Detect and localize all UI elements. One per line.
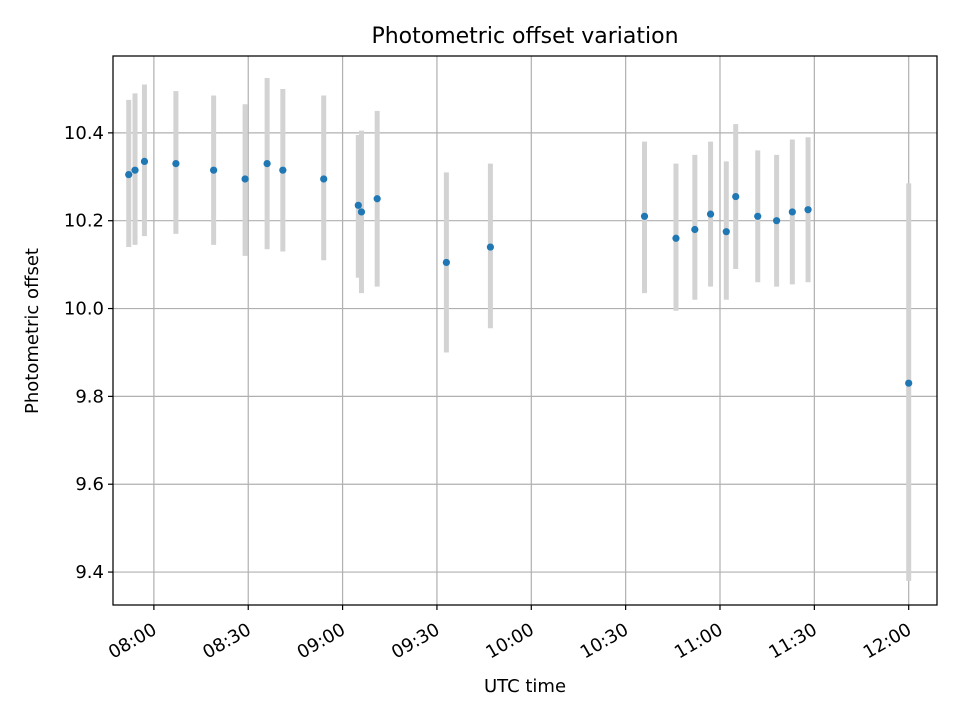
data-point-18: [722, 228, 730, 236]
y-tick-label-2: 9.8: [75, 386, 104, 407]
data-point-6: [263, 160, 271, 168]
data-point-13: [486, 243, 495, 251]
data-point-23: [804, 206, 812, 214]
data-point-7: [279, 166, 287, 174]
data-point-10: [357, 208, 366, 216]
data-point-15: [672, 234, 680, 242]
grid-layer: [113, 56, 937, 605]
y-tick-label-3: 10.0: [64, 299, 104, 320]
data-point-1: [131, 166, 139, 174]
y-tick-label-4: 10.2: [64, 211, 104, 232]
data-point-19: [732, 192, 740, 201]
data-point-17: [706, 210, 715, 218]
y-tick-label-5: 10.4: [64, 123, 104, 144]
plot-area-frame: [112, 55, 938, 606]
data-point-16: [691, 225, 699, 234]
data-point-8: [320, 175, 328, 183]
data-point-22: [788, 208, 796, 216]
data-point-21: [773, 217, 781, 225]
data-point-24: [905, 379, 913, 387]
y-axis-label: Photometric offset: [22, 248, 43, 414]
point-layer: [125, 157, 913, 387]
data-point-14: [640, 212, 649, 220]
data-point-9: [354, 201, 362, 209]
data-point-3: [172, 160, 180, 168]
data-point-4: [210, 166, 218, 174]
chart-title: Photometric offset variation: [371, 24, 678, 49]
data-point-0: [125, 170, 133, 179]
x-axis-label: UTC time: [484, 676, 566, 697]
data-point-12: [442, 258, 450, 267]
y-tick-label-0: 9.4: [75, 562, 104, 583]
data-point-2: [140, 157, 149, 166]
data-point-20: [754, 212, 762, 220]
data-point-5: [241, 175, 249, 183]
data-point-11: [373, 195, 381, 203]
y-tick-label-1: 9.6: [75, 474, 104, 495]
